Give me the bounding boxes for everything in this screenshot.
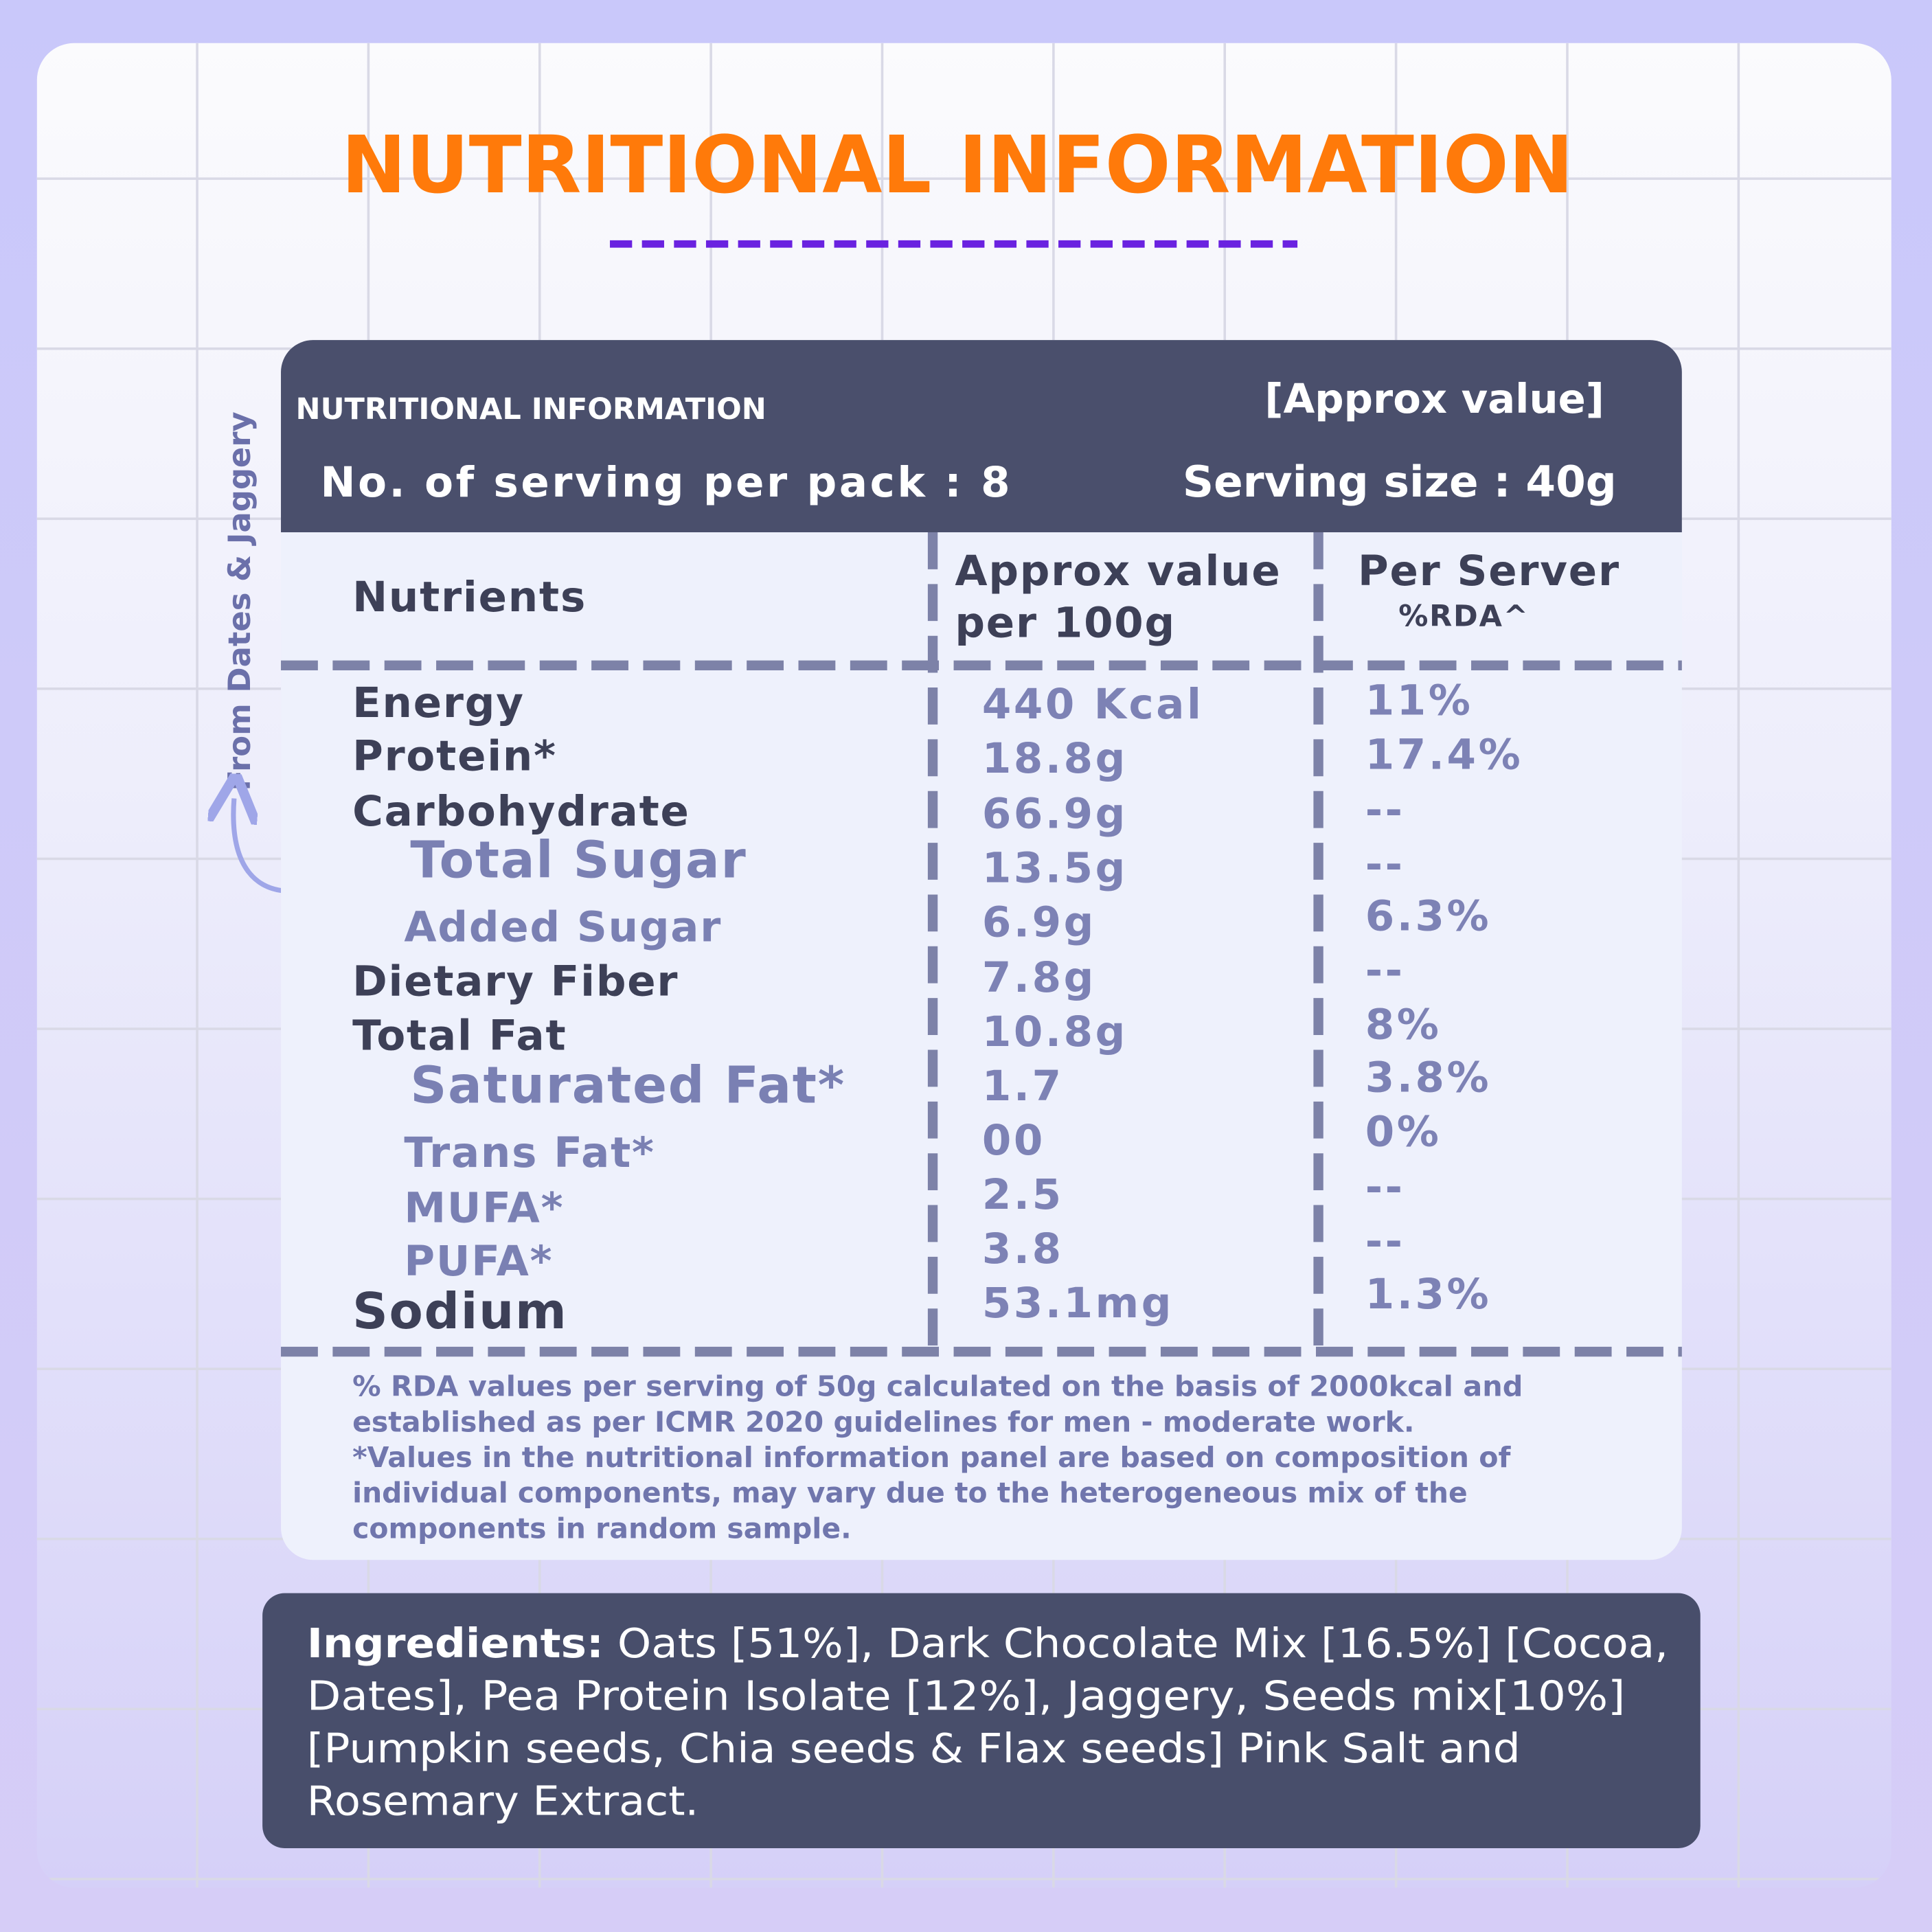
- ingredients-line: Rosemary Extract.: [307, 1777, 698, 1825]
- footnotes: % RDA values per serving of 50g calculat…: [352, 1370, 1523, 1545]
- per-100g-value: 66.9g: [982, 790, 1128, 839]
- footnote: % RDA values per serving of 50g calculat…: [352, 1370, 1523, 1403]
- approx-note: [Approx value]: [1264, 375, 1604, 422]
- rda-value: 11%: [1365, 677, 1473, 725]
- nutrient-name: Sodium: [352, 1282, 568, 1340]
- panel-header: [281, 340, 1682, 533]
- rda-value: --: [1365, 946, 1405, 995]
- nutrient-name: PUFA*: [404, 1237, 553, 1286]
- rda-value: --: [1365, 1217, 1405, 1266]
- footnote: *Values in the nutritional information p…: [352, 1441, 1511, 1474]
- per-100g-value: 440 Kcal: [982, 680, 1204, 729]
- serving-size: Serving size : 40g: [1183, 457, 1617, 507]
- per-100g-value: 53.1mg: [982, 1279, 1174, 1328]
- nutrient-name: Saturated Fat*: [410, 1057, 845, 1115]
- rda-value: 0%: [1365, 1107, 1442, 1156]
- footnote: established as per ICMR 2020 guidelines …: [352, 1405, 1414, 1438]
- panel: [281, 340, 1682, 1560]
- rda-value: --: [1365, 786, 1405, 834]
- column-header: Nutrients: [352, 573, 587, 622]
- per-100g-value: 00: [982, 1116, 1045, 1165]
- ingredients-line: Dates], Pea Protein Isolate [12%], Jagge…: [307, 1672, 1626, 1720]
- nutrient-name: Protein*: [352, 731, 557, 780]
- rda-value: 6.3%: [1365, 891, 1492, 940]
- title: NUTRITIONAL INFORMATION: [341, 120, 1573, 212]
- rda-value: 1.3%: [1365, 1270, 1492, 1319]
- ingredients-label: Ingredients:: [307, 1620, 604, 1667]
- nutrient-name: Total Sugar: [410, 831, 747, 889]
- nutrient-name: Carbohydrate: [352, 787, 690, 836]
- nutrient-name: MUFA*: [404, 1184, 564, 1233]
- table-rules: [281, 532, 1682, 1357]
- ingredients-text: [Pumpkin seeds, Chia seeds & Flax seeds]…: [307, 1725, 1521, 1772]
- per-100g-value: 6.9g: [982, 898, 1096, 946]
- ingredients-text: Rosemary Extract.: [307, 1777, 698, 1825]
- nutrient-name: Total Fat: [352, 1011, 567, 1060]
- per-100g-value: 3.8: [982, 1225, 1064, 1273]
- column-header: per 100g: [955, 599, 1176, 648]
- rda-value: 17.4%: [1365, 730, 1523, 779]
- column-header: Approx value: [955, 547, 1281, 595]
- panel-heading: NUTRITIONAL INFORMATION: [296, 392, 766, 427]
- per-100g-value: 7.8g: [982, 953, 1096, 1002]
- per-100g-value: 13.5g: [982, 844, 1128, 893]
- rda-value: --: [1365, 840, 1405, 889]
- per-100g-value: 18.8g: [982, 734, 1128, 783]
- per-100g-value: 10.8g: [982, 1008, 1128, 1056]
- ingredients-text: Dates], Pea Protein Isolate [12%], Jagge…: [307, 1672, 1626, 1720]
- ingredients: Ingredients: Oats [51%], Dark Chocolate …: [307, 1620, 1668, 1825]
- nutrient-name: Added Sugar: [404, 903, 722, 952]
- nutrient-name: Dietary Fiber: [352, 957, 679, 1006]
- per-100g-value: 2.5: [982, 1170, 1064, 1219]
- column-header: Per Server: [1358, 547, 1620, 595]
- footnote: components in random sample.: [352, 1512, 852, 1545]
- per-100g-value: 1.7: [982, 1062, 1064, 1111]
- ingredients-text: Oats [51%], Dark Chocolate Mix [16.5%] […: [604, 1620, 1668, 1667]
- side-note: From Dates & Jaggery: [221, 411, 258, 791]
- rda-value: 3.8%: [1365, 1053, 1492, 1102]
- footnote: individual components, may vary due to t…: [352, 1477, 1468, 1510]
- nutrient-name: Energy: [352, 679, 525, 727]
- ingredients-box: [262, 1593, 1701, 1849]
- rda-value: 8%: [1365, 1000, 1442, 1049]
- column-header: %RDA^: [1398, 599, 1529, 633]
- rda-value: --: [1365, 1163, 1405, 1212]
- nutrient-name: Trans Fat*: [404, 1128, 655, 1177]
- ingredients-line: [Pumpkin seeds, Chia seeds & Flax seeds]…: [307, 1725, 1521, 1772]
- servings: No. of serving per pack : 8: [320, 458, 1012, 507]
- ingredients-line: Ingredients: Oats [51%], Dark Chocolate …: [307, 1620, 1668, 1667]
